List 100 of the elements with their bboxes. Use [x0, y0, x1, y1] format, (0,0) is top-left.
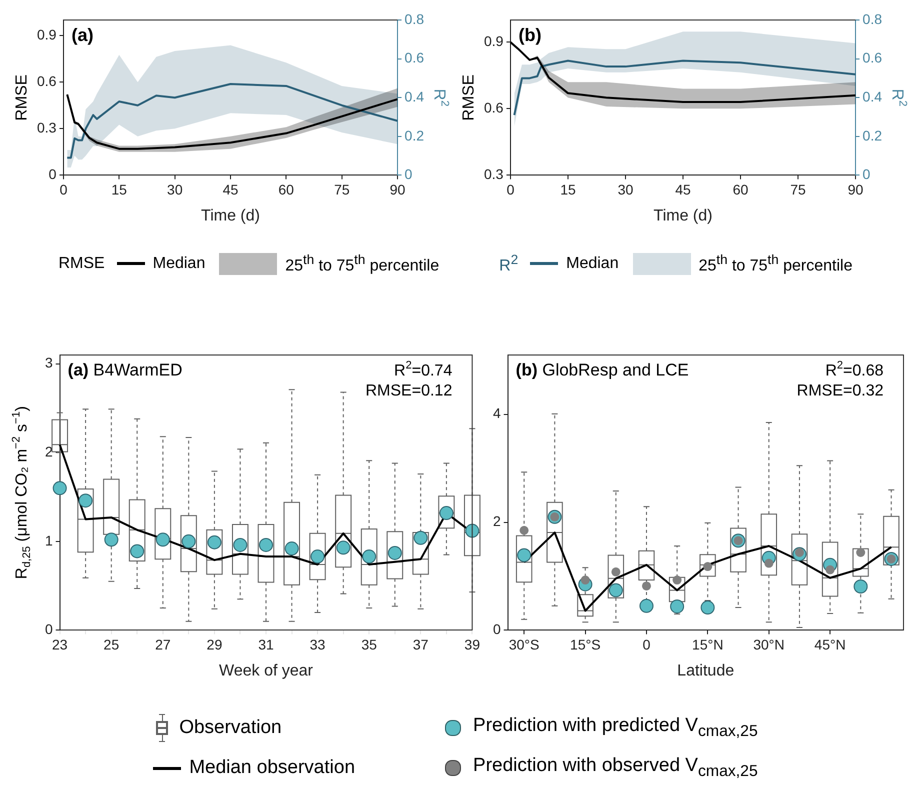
chart-title: (a) B4WarmED	[68, 360, 182, 380]
point	[465, 524, 480, 538]
point	[520, 526, 529, 535]
y2-tick-label: 0.6	[862, 50, 882, 66]
y2-tick-label: 0.4	[862, 88, 882, 104]
x-tick-label: 0	[60, 181, 68, 198]
x-tick-label: 33	[310, 636, 326, 652]
point	[52, 481, 67, 496]
x-tick-label: 45	[675, 181, 691, 198]
x-tick-label: 15	[560, 181, 576, 198]
legend-label: Median observation	[189, 757, 356, 779]
point	[639, 598, 654, 613]
point	[672, 576, 682, 585]
y2-tick-label: 0.2	[404, 127, 424, 144]
point	[284, 542, 299, 556]
x-tick-label: 39	[464, 636, 480, 652]
point	[826, 565, 835, 574]
point	[336, 540, 350, 555]
x-tick-label: 29	[206, 636, 222, 652]
point	[608, 583, 623, 598]
chart-title: (b)	[518, 24, 542, 45]
y-tick-label: 0	[492, 621, 501, 638]
x-tick-label: 30°N	[753, 636, 785, 652]
y-tick-label: 0.9	[36, 26, 57, 42]
x-tick-label: 15	[111, 181, 128, 198]
x-tick-label: 45	[222, 181, 238, 198]
y2-axis-title: R2	[430, 88, 451, 106]
x-axis-title: Week of year	[219, 662, 314, 680]
x-tick-label: 60	[278, 181, 294, 198]
point	[130, 544, 144, 558]
x-tick-label: 0	[642, 636, 651, 652]
x-tick-label: 37	[412, 636, 429, 652]
y2-tick-label: 0	[404, 166, 413, 182]
y-tick-label: 0.3	[484, 166, 504, 182]
y-tick-label: 2	[492, 513, 501, 530]
chart-title: (b) GlobResp and LCE	[516, 360, 689, 380]
point	[700, 600, 715, 615]
x-tick-label: 45°N	[814, 636, 846, 652]
point	[856, 548, 866, 557]
point	[104, 532, 118, 547]
y-tick-label: 2	[44, 444, 53, 460]
x-tick-label: 35	[361, 636, 378, 652]
y2-tick-label: 0.2	[862, 127, 882, 144]
point	[670, 599, 684, 614]
y-axis-title: RMSE	[460, 74, 478, 121]
point	[854, 579, 868, 594]
x-tick-label: 30°S	[508, 636, 540, 652]
annotation: RMSE=0.32	[796, 382, 884, 400]
x-tick-label: 75	[790, 181, 806, 198]
point	[78, 494, 93, 508]
y-tick-label: 3	[44, 354, 53, 371]
annotation: RMSE=0.12	[366, 382, 452, 400]
y-tick-label: 1	[44, 532, 53, 548]
y-axis-title: Rd,25 (μmol CO₂ m−2 s−1)	[10, 406, 33, 580]
legend-label: Median	[152, 254, 206, 273]
x-tick-label: 25	[104, 636, 120, 652]
point	[642, 581, 651, 590]
y2-tick-label: 0	[862, 166, 871, 182]
x-tick-label: 90	[848, 181, 864, 198]
y-tick-label: 4	[492, 405, 501, 422]
x-tick-label: 15°N	[692, 636, 724, 652]
point	[207, 535, 222, 550]
point	[414, 530, 428, 545]
x-tick-label: 30	[618, 181, 634, 198]
y-axis-title: RMSE	[13, 74, 30, 121]
legend-label: Median	[566, 254, 619, 273]
legend-label: Observation	[179, 717, 282, 739]
text: RMSE	[58, 254, 105, 272]
x-tick-label: 90	[390, 181, 406, 198]
y2-tick-label: 0.8	[862, 10, 882, 27]
x-axis-title: Time (d)	[654, 207, 712, 224]
y-tick-label: 0.9	[484, 33, 504, 50]
point	[611, 567, 620, 576]
y2-axis-title: R2	[888, 88, 909, 106]
text: R$^{2}$	[499, 252, 518, 274]
text: 25$^{th}$ to 75$^{th}$ percentile	[698, 252, 852, 276]
x-tick-label: 30	[167, 181, 183, 198]
x-axis-title: Time (d)	[201, 207, 260, 224]
x-axis-title: Latitude	[677, 662, 734, 680]
legend-label: Prediction with observed V$_{cmax,25}$	[473, 755, 758, 781]
x-tick-label: 23	[52, 636, 68, 652]
chart-title: (a)	[71, 24, 94, 45]
x-tick-label: 60	[732, 181, 749, 198]
y-tick-label: 0.6	[36, 72, 57, 89]
y-tick-label: 0	[48, 166, 57, 182]
point	[764, 558, 774, 568]
y-tick-label: 0	[44, 621, 53, 638]
x-tick-label: 0	[506, 181, 515, 198]
x-tick-label: 27	[155, 636, 171, 652]
y2-tick-label: 0.8	[404, 10, 424, 27]
y2-tick-label: 0.4	[404, 88, 424, 104]
y2-tick-label: 0.6	[404, 50, 424, 66]
x-tick-label: 31	[258, 636, 274, 652]
text: 25$^{th}$ to 75$^{th}$ percentile	[285, 252, 440, 276]
point	[259, 538, 273, 552]
x-tick-label: 75	[334, 181, 350, 198]
x-tick-label: 15°S	[570, 636, 601, 652]
legend-label: Prediction with predicted V$_{cmax,25}$	[473, 715, 758, 741]
y-tick-label: 0.3	[36, 120, 57, 136]
y-tick-label: 0.6	[484, 100, 504, 116]
